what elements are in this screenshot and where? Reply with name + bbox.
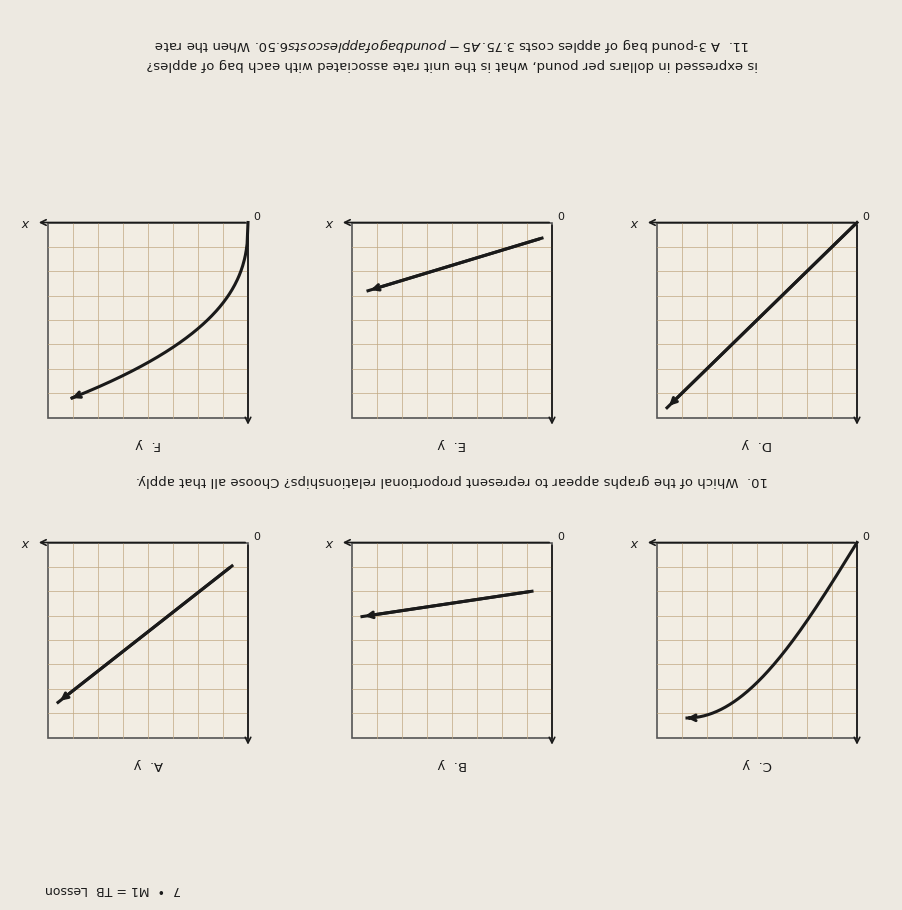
Text: A.  y: A. y — [133, 757, 162, 771]
Text: 0: 0 — [253, 528, 260, 538]
Bar — [657, 223, 856, 418]
Text: x: x — [327, 536, 334, 549]
Text: x: x — [630, 216, 639, 229]
Text: 0: 0 — [861, 528, 868, 538]
Text: is expressed in dollars per pound, what is the unit rate associated with each ba: is expressed in dollars per pound, what … — [146, 58, 757, 72]
Bar — [352, 542, 551, 737]
Text: 7  •  M1 = TB  Lesson: 7 • M1 = TB Lesson — [45, 884, 180, 896]
Text: 0: 0 — [557, 528, 564, 538]
Text: D.  y: D. y — [741, 438, 771, 450]
Text: 11.  A 3-pound bag of apples costs $3.75. A 5-pound bag of apples costs $6.50. W: 11. A 3-pound bag of apples costs $3.75.… — [154, 36, 749, 54]
Text: E.  y: E. y — [437, 438, 465, 450]
Bar — [48, 542, 248, 737]
Text: x: x — [630, 536, 639, 549]
Bar — [352, 223, 551, 418]
Bar — [48, 223, 248, 418]
Text: F.  y: F. y — [135, 438, 161, 450]
Text: 10.  Which of the graphs appear to represent proportional relationships? Choose : 10. Which of the graphs appear to repres… — [136, 473, 768, 487]
Bar — [657, 542, 856, 737]
Text: B.  y: B. y — [437, 757, 466, 771]
Text: x: x — [23, 536, 30, 549]
Text: 0: 0 — [861, 207, 868, 217]
Text: x: x — [327, 216, 334, 229]
Text: x: x — [23, 216, 30, 229]
Text: 0: 0 — [253, 207, 260, 217]
Text: 0: 0 — [557, 207, 564, 217]
Text: C.  y: C. y — [741, 757, 771, 771]
